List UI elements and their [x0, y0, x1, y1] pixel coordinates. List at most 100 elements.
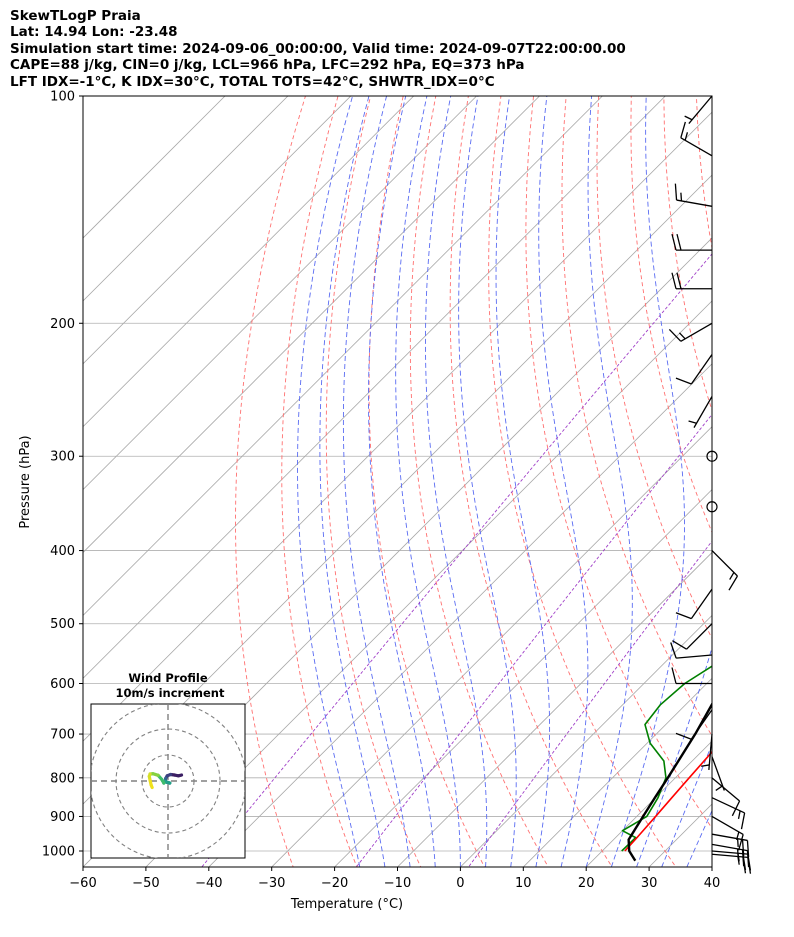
barb-shaft [711, 815, 744, 836]
dry-adiabat [630, 96, 712, 534]
wind-barb [711, 777, 741, 817]
barb-shaft [711, 853, 748, 859]
x-tick-label: 10 [515, 876, 532, 891]
axes: Temperature (°C) Pressure (hPa) −60 −50 −4… [18, 90, 720, 913]
hodograph-subtitle: 10m/s increment [116, 686, 225, 700]
wind-barb [675, 354, 713, 385]
barb-flag [728, 575, 739, 591]
moist-adiabat [661, 742, 712, 867]
wind-barb [680, 121, 713, 157]
moist-adiabat [495, 96, 551, 867]
dry-adiabat [728, 61, 794, 882]
barb-shaft [693, 396, 713, 428]
wind-barb [671, 272, 712, 290]
barb-flag [671, 272, 677, 289]
dry-adiabat [235, 96, 306, 867]
isotherm [83, 96, 666, 679]
barb-flag [672, 640, 687, 650]
barb-shaft [711, 550, 738, 577]
isotherm [271, 426, 712, 867]
isotherm [145, 300, 712, 867]
y-tick-label: 900 [50, 810, 75, 825]
wind-barb [688, 396, 713, 428]
barb-half-flag [729, 572, 735, 580]
wind-barb [711, 550, 739, 591]
y-tick-label: 500 [50, 617, 75, 632]
isotherm [83, 111, 712, 742]
mixing-ratio-line [467, 540, 712, 867]
isotherm [585, 740, 712, 867]
thermo-indices-line: LFT IDX=-1°C, K IDX=30°C, TOTAL TOTS=42°… [10, 73, 495, 90]
x-tick-label: −60 [69, 876, 96, 891]
isotherm [334, 489, 712, 867]
barb-flag [676, 233, 682, 251]
barb-flag [675, 612, 692, 620]
calm-circle [706, 501, 718, 513]
barb-shaft [711, 843, 748, 852]
isotherm [396, 551, 712, 867]
x-tick-label: 40 [704, 876, 721, 891]
y-tick-label: 300 [50, 450, 75, 465]
barb-shaft [690, 354, 713, 385]
x-tick-label: −10 [384, 876, 411, 891]
barb-flag [674, 183, 678, 201]
wind-barb [671, 667, 712, 685]
isotherm [711, 866, 712, 867]
wind-barb [706, 450, 718, 462]
isotherm [83, 96, 415, 428]
barb-shaft [711, 777, 740, 802]
wind-barbs [668, 95, 752, 874]
y-tick-label: 100 [50, 90, 75, 105]
moist-adiabat [737, 96, 794, 867]
y-tick-label: 1000 [42, 845, 75, 860]
y-tick-label: 700 [50, 728, 75, 743]
hodograph-inset: Wind Profile 10m/s increment [90, 671, 246, 859]
wind-barb [672, 623, 713, 650]
wind-barb [706, 501, 718, 513]
dry-adiabat [663, 96, 712, 412]
x-tick-label: 20 [578, 876, 595, 891]
figure-header: SkewTLogP Praia Lat: 14.94 Lon: -23.48 S… [10, 8, 626, 90]
wind-barb [684, 95, 713, 124]
barb-shaft [711, 756, 725, 791]
moist-adiabat [425, 96, 488, 867]
x-tick-label: −30 [258, 876, 285, 891]
x-tick-label: 0 [456, 876, 464, 891]
barb-flag [747, 857, 752, 874]
moist-adiabat [368, 96, 436, 867]
dry-adiabat [449, 96, 613, 867]
wind-barb [675, 588, 713, 620]
barb-half-flag [688, 420, 697, 424]
x-tick-label: −20 [321, 876, 348, 891]
moist-adiabat [319, 96, 386, 867]
barb-half-flag [737, 810, 741, 820]
isotherm [83, 96, 478, 491]
station-coordinates: Lat: 14.94 Lon: -23.48 [10, 24, 178, 41]
y-tick-label: 600 [50, 677, 75, 692]
moist-adiabat [395, 96, 461, 867]
barb-shaft [676, 654, 713, 659]
barb-flag [671, 667, 677, 684]
sounding-profiles [621, 665, 712, 862]
barb-shaft [680, 137, 713, 157]
barb-shaft [686, 623, 713, 650]
barb-shaft [676, 199, 713, 207]
barb-half-flag [680, 192, 683, 201]
dry-adiabat [759, 61, 794, 882]
cape-cin-shading [755, 99, 794, 610]
y-tick-label: 200 [50, 317, 75, 332]
wind-barb [670, 642, 713, 659]
x-axis-label: Temperature (°C) [290, 897, 403, 912]
dry-adiabat [325, 96, 422, 867]
barb-flag [738, 834, 744, 851]
moist-adiabat [342, 96, 411, 867]
dry-adiabat [368, 96, 486, 867]
y-tick-label: 800 [50, 771, 75, 786]
station-title: SkewTLogP Praia [10, 8, 141, 24]
moist-adiabat [585, 96, 633, 867]
cape-area [764, 99, 794, 527]
simulation-times: Simulation start time: 2024-09-06_00:00:… [10, 40, 626, 57]
hodograph-trace-segment [149, 783, 154, 790]
dry-adiabat [695, 96, 712, 251]
wind-barb [675, 709, 713, 740]
